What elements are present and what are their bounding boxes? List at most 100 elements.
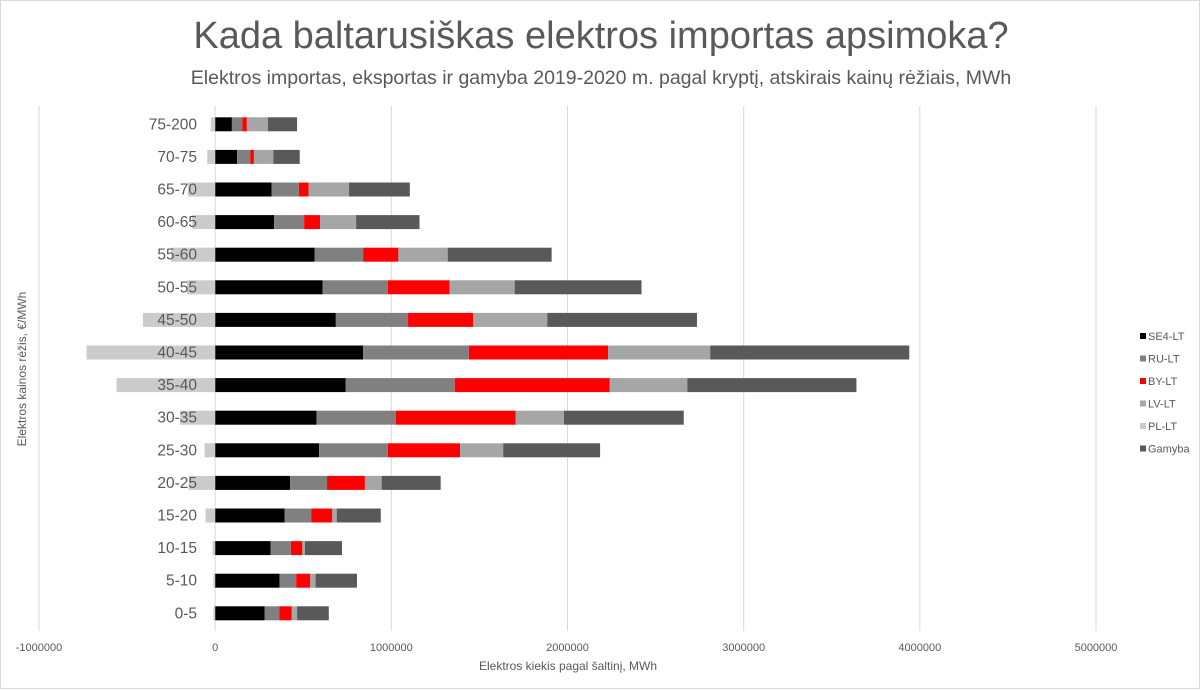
bar-segment [187, 182, 216, 197]
bar-segment [447, 247, 552, 262]
legend-label: PL-LT [1148, 421, 1177, 433]
bar-segment [449, 280, 515, 295]
bar-segment [237, 149, 251, 164]
bar-segment [246, 117, 269, 132]
bar-segment [215, 573, 280, 588]
bar-segment [327, 475, 365, 490]
bar-segment [215, 508, 285, 523]
bar-segment [274, 215, 305, 230]
legend-label: LV-LT [1148, 399, 1176, 411]
y-tick-label: 20-25 [157, 475, 197, 492]
bar-segment [387, 443, 461, 458]
y-tick-label: 25-30 [157, 442, 197, 459]
bar-segment [171, 247, 216, 262]
bar-segment [322, 280, 388, 295]
legend-label: BY-LT [1148, 376, 1178, 388]
bar-segment [253, 149, 274, 164]
y-tick-label: 30-35 [157, 410, 197, 427]
bar-segment [349, 182, 410, 197]
y-tick-label: 70-75 [157, 149, 197, 166]
bar-segment [608, 345, 711, 360]
bar-segment [332, 508, 337, 523]
bar-segment [142, 312, 216, 327]
bar-segment [291, 606, 298, 621]
bar-segment [296, 573, 311, 588]
y-tick-label: 35-40 [157, 377, 197, 394]
y-tick-label: 0-5 [175, 605, 197, 622]
legend-swatch [1140, 445, 1146, 452]
bar-segment [213, 573, 216, 588]
x-tick-label: 0 [212, 642, 218, 654]
bar-segment [271, 182, 299, 197]
bar-segment [503, 443, 601, 458]
bar-segment [215, 247, 315, 262]
bar-segment [213, 606, 216, 621]
bar-segment [179, 410, 216, 425]
legend-swatch [1140, 423, 1146, 429]
bar-segment [515, 410, 564, 425]
bar-segment [204, 443, 216, 458]
bar-segment [215, 312, 336, 327]
bar-segment [215, 345, 364, 360]
bar-segment [547, 312, 697, 327]
bar-segment [319, 443, 388, 458]
bar-segment [207, 149, 216, 164]
bar-segment [215, 182, 272, 197]
bar-segment [408, 312, 474, 327]
bar-segment [336, 508, 381, 523]
bar-segment [186, 280, 216, 295]
bar-segment [215, 280, 323, 295]
bar-segment [205, 508, 216, 523]
bar-segment [297, 606, 329, 621]
bar-segment [215, 117, 232, 132]
x-tick-label: 2000000 [546, 642, 589, 654]
bar-segment [311, 508, 333, 523]
y-tick-label: 5-10 [166, 573, 197, 590]
bar-segment [710, 345, 910, 360]
bar-segment [308, 182, 350, 197]
y-tick-label: 50-55 [157, 279, 197, 296]
y-tick-label: 75-200 [149, 116, 198, 133]
bar-segment [279, 573, 297, 588]
bar-segment [460, 443, 504, 458]
bar-segment [356, 215, 420, 230]
legend-swatch [1140, 333, 1146, 339]
legend-label: Gamyba [1148, 444, 1190, 456]
x-tick-label: 5000000 [1075, 642, 1118, 654]
bar-segment [270, 541, 291, 556]
bar-segment [279, 606, 292, 621]
bar-segment [398, 247, 448, 262]
bar-segment [302, 541, 306, 556]
legend: SE4-LT RU-LT BY-LT LV-LT PL-LT Gamyba [1140, 331, 1190, 456]
bar-segment [284, 508, 312, 523]
bar-segment [215, 606, 265, 621]
bar-segment [290, 541, 303, 556]
bar-segment [231, 117, 243, 132]
y-tick-label: 40-45 [157, 345, 197, 362]
chart-title: Kada baltarusiškas elektros importas aps… [193, 15, 1009, 57]
bar-segment [116, 378, 216, 393]
chart-subtitle: Elektros importas, eksportas ir gamyba 2… [190, 67, 1012, 89]
bar-segment [210, 117, 216, 132]
bar-segment [215, 215, 275, 230]
bar-segment [345, 378, 455, 393]
bar-segment [215, 541, 271, 556]
y-tick-label: 15-20 [157, 508, 197, 525]
y-tick-label: 55-60 [157, 247, 197, 264]
legend-label: SE4-LT [1148, 331, 1185, 343]
bar-segment [514, 280, 642, 295]
bar-segment [290, 475, 328, 490]
bar-segment [273, 149, 300, 164]
bar-segment [454, 378, 610, 393]
bar-segment [215, 149, 238, 164]
bar-segment [86, 345, 216, 360]
bar-segment [192, 215, 216, 230]
bar-segment [242, 117, 247, 132]
y-tick-label: 45-50 [157, 312, 197, 329]
y-tick-label: 10-15 [157, 540, 197, 557]
bar-segment [563, 410, 684, 425]
bar-segment [215, 378, 346, 393]
bar-segment [268, 117, 298, 132]
x-tick-label: 4000000 [898, 642, 941, 654]
